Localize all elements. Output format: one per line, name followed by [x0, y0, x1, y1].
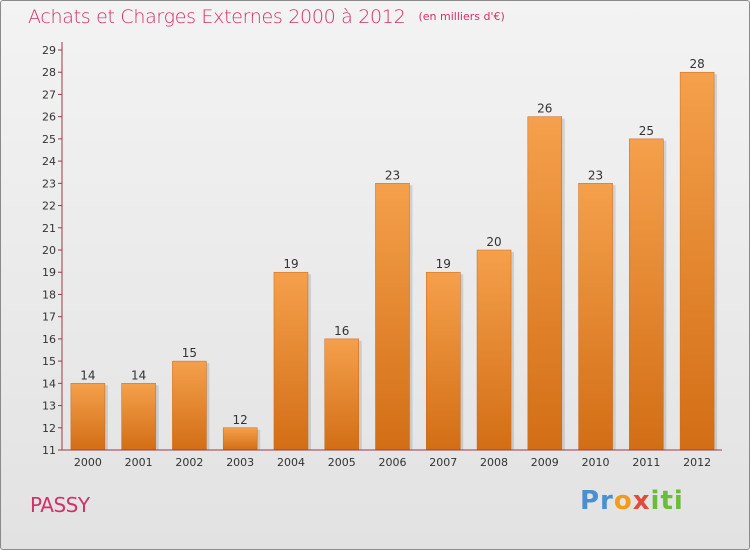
logo-part-4: iti — [650, 486, 684, 516]
bar — [629, 138, 664, 451]
bar-value-label: 14 — [131, 368, 146, 382]
y-tick-label: 17 — [42, 311, 56, 324]
logo-part-1: Pr — [580, 486, 614, 516]
bar-value-label: 15 — [182, 346, 197, 360]
chart-unit: (en milliers d'€) — [418, 10, 505, 23]
x-tick-label: 2009 — [531, 456, 559, 469]
bar-value-label: 23 — [588, 168, 603, 182]
x-tick-label: 2006 — [379, 456, 407, 469]
bar — [222, 427, 258, 451]
bar — [679, 71, 715, 451]
y-tick-label: 23 — [42, 177, 56, 190]
bar-value-label: 19 — [283, 257, 298, 271]
y-tick-label: 14 — [42, 377, 56, 390]
bar — [476, 249, 512, 451]
bar — [527, 116, 563, 451]
y-axis: 11 12 13 14 15 16 17 18 19 20 21 22 23 24 25 26 27 28 29 — [42, 42, 63, 457]
y-tick-label: 16 — [42, 333, 56, 346]
y-tick-label: 18 — [42, 288, 56, 301]
bar — [375, 183, 410, 451]
x-tick-label: 2010 — [582, 456, 610, 469]
y-tick-label: 20 — [42, 244, 56, 257]
logo-part-3: x — [632, 486, 651, 516]
bar-value-label: 20 — [486, 235, 501, 249]
x-tick-label: 2001 — [125, 456, 153, 469]
x-tick-label: 2007 — [429, 456, 457, 469]
logo-part-2: o — [613, 486, 633, 516]
x-tick-label: 2000 — [74, 456, 102, 469]
bar-value-label: 16 — [334, 324, 349, 338]
y-tick-label: 13 — [42, 400, 56, 413]
bars: 14 14 15 12 19 16 23 19 20 26 23 25 28 — [70, 57, 718, 451]
y-tick-label: 15 — [42, 355, 56, 368]
x-tick-label: 2008 — [480, 456, 508, 469]
x-tick-label: 2011 — [632, 456, 660, 469]
y-tick-label: 25 — [42, 133, 56, 146]
y-tick-label: 24 — [42, 155, 56, 168]
bar — [273, 271, 309, 451]
x-tick-label: 2004 — [277, 456, 305, 469]
y-tick-label: 27 — [42, 88, 56, 101]
chart-title-text: Achats et Charges Externes 2000 à 2012 — [28, 6, 406, 28]
bar — [426, 271, 461, 451]
bar — [324, 338, 359, 451]
bar-value-label: 12 — [233, 413, 248, 427]
x-tick-label: 2003 — [226, 456, 254, 469]
x-tick-label: 2005 — [328, 456, 356, 469]
y-tick-label: 21 — [42, 222, 56, 235]
bar-value-label: 23 — [385, 168, 400, 182]
bar — [70, 383, 106, 451]
y-tick-label: 12 — [42, 422, 56, 435]
chart-title: Achats et Charges Externes 2000 à 2012 (… — [28, 6, 505, 28]
bar-value-label: 14 — [80, 368, 95, 382]
x-tick-label: 2002 — [175, 456, 203, 469]
bar-value-label: 25 — [639, 124, 654, 138]
bar — [578, 183, 613, 451]
x-axis: 2000 2001 2002 2003 2004 2005 2006 2007 2008 2009… — [62, 449, 722, 469]
y-tick-label: 19 — [42, 266, 56, 279]
bar — [172, 360, 207, 451]
bar — [121, 383, 156, 451]
bar-value-label: 28 — [689, 57, 704, 71]
city-label: PASSY — [30, 493, 90, 517]
y-tick-label: 26 — [42, 111, 56, 124]
proxiti-logo: Proxiti — [580, 486, 684, 516]
y-tick-label: 22 — [42, 200, 56, 213]
y-tick-label: 11 — [42, 444, 56, 457]
bar-value-label: 26 — [537, 102, 552, 116]
bar-value-label: 19 — [436, 257, 451, 271]
y-tick-label: 29 — [42, 44, 56, 57]
y-tick-label: 28 — [42, 66, 56, 79]
x-tick-label: 2012 — [683, 456, 711, 469]
